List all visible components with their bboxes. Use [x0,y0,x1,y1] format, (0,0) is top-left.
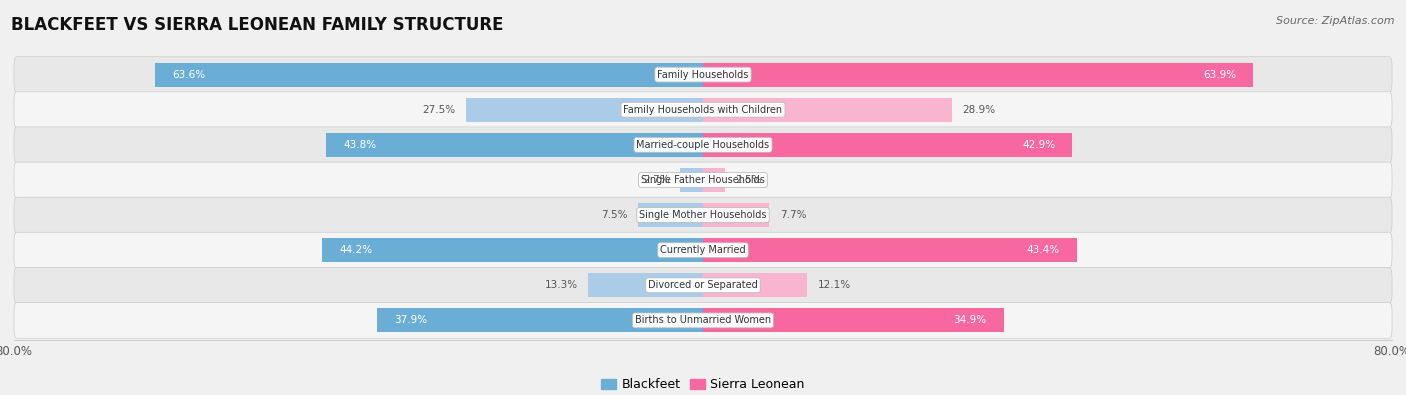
FancyBboxPatch shape [14,162,1392,198]
Bar [703,168,724,192]
Text: 28.9%: 28.9% [962,105,995,115]
Bar [679,168,703,192]
Text: Source: ZipAtlas.com: Source: ZipAtlas.com [1277,16,1395,26]
Text: BLACKFEET VS SIERRA LEONEAN FAMILY STRUCTURE: BLACKFEET VS SIERRA LEONEAN FAMILY STRUC… [11,16,503,34]
Text: Married-couple Households: Married-couple Households [637,140,769,150]
Text: 42.9%: 42.9% [1022,140,1056,150]
FancyBboxPatch shape [14,127,1392,163]
Bar [703,63,1253,87]
Text: 63.6%: 63.6% [173,70,205,80]
Text: Single Mother Households: Single Mother Households [640,210,766,220]
Text: 34.9%: 34.9% [953,315,987,325]
Bar [326,133,703,157]
FancyBboxPatch shape [14,57,1392,92]
Bar [703,273,807,297]
Bar [703,98,952,122]
Bar [703,133,1073,157]
Bar [703,203,769,227]
FancyBboxPatch shape [14,267,1392,303]
Text: 63.9%: 63.9% [1204,70,1236,80]
FancyBboxPatch shape [14,232,1392,268]
Text: 7.5%: 7.5% [602,210,628,220]
Bar [155,63,703,87]
Text: 43.8%: 43.8% [343,140,377,150]
Bar [377,308,703,332]
Bar [467,98,703,122]
Bar [703,238,1077,262]
FancyBboxPatch shape [14,197,1392,233]
Text: 13.3%: 13.3% [546,280,578,290]
FancyBboxPatch shape [14,303,1392,338]
Text: Births to Unmarried Women: Births to Unmarried Women [636,315,770,325]
FancyBboxPatch shape [14,92,1392,128]
Text: Currently Married: Currently Married [661,245,745,255]
Text: 12.1%: 12.1% [817,280,851,290]
Bar [589,273,703,297]
Text: Divorced or Separated: Divorced or Separated [648,280,758,290]
Bar [703,308,1004,332]
Text: 44.2%: 44.2% [340,245,373,255]
Text: 7.7%: 7.7% [780,210,806,220]
Legend: Blackfeet, Sierra Leonean: Blackfeet, Sierra Leonean [596,373,810,395]
Text: Family Households: Family Households [658,70,748,80]
Text: Family Households with Children: Family Households with Children [623,105,783,115]
Text: 43.4%: 43.4% [1026,245,1060,255]
Text: 2.5%: 2.5% [735,175,762,185]
Text: Single Father Households: Single Father Households [641,175,765,185]
Text: 27.5%: 27.5% [423,105,456,115]
Bar [322,238,703,262]
Text: 37.9%: 37.9% [394,315,427,325]
Text: 2.7%: 2.7% [643,175,669,185]
Bar [638,203,703,227]
